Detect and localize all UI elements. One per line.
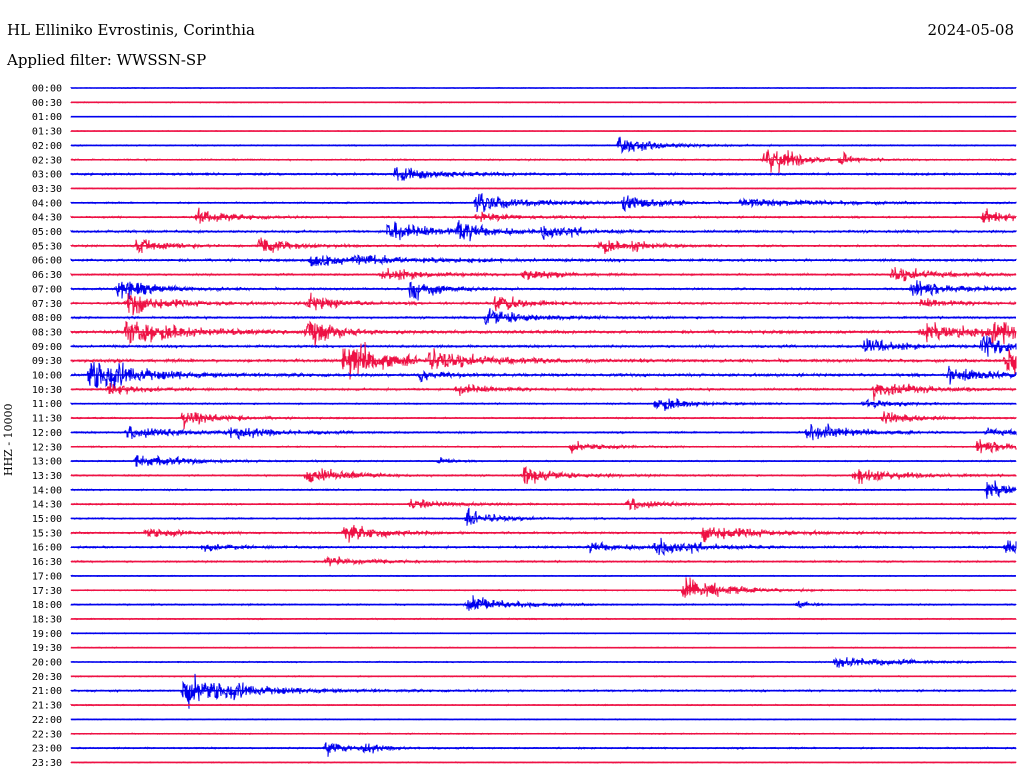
- trace-row-1730: [70, 577, 1017, 598]
- time-tick-label: 06:00: [32, 256, 62, 267]
- time-tick-label: 17:00: [32, 571, 62, 582]
- time-tick-label: 13:00: [32, 457, 62, 468]
- trace-row-1800: [70, 595, 1017, 611]
- time-tick-label: 20:30: [32, 672, 62, 683]
- time-tick-label: 16:00: [32, 543, 62, 554]
- time-tick-label: 14:30: [32, 500, 62, 511]
- time-tick-label: 19:00: [32, 629, 62, 640]
- time-tick-label: 21:00: [32, 686, 62, 697]
- time-tick-label: 07:00: [32, 284, 62, 295]
- time-tick-label: 08:30: [32, 327, 62, 338]
- trace-row-1530: [70, 524, 1017, 543]
- trace-row-0230: [70, 149, 1017, 173]
- trace-row-0800: [70, 308, 1016, 325]
- trace-row-0830: [70, 320, 1017, 347]
- time-tick-label: 21:30: [32, 701, 62, 712]
- time-tick-label: 10:00: [32, 371, 62, 382]
- time-tick-label: 03:30: [32, 184, 62, 195]
- time-tick-label: 11:30: [32, 414, 62, 425]
- time-tick-label: 12:00: [32, 428, 62, 439]
- station-title: HL Elliniko Evrostinis, Corinthia: [7, 21, 255, 39]
- trace-row-2300: [70, 742, 1017, 757]
- time-tick-label: 17:30: [32, 586, 62, 597]
- time-tick-label: 23:00: [32, 744, 62, 755]
- time-tick-label: 01:00: [32, 112, 62, 123]
- time-tick-label: 14:00: [32, 485, 62, 496]
- time-tick-label: 05:30: [32, 241, 62, 252]
- date-label: 2024-05-08: [927, 21, 1014, 39]
- time-tick-label: 09:00: [32, 342, 62, 353]
- time-tick-label: 05:00: [32, 227, 62, 238]
- time-tick-label: 02:00: [32, 141, 62, 152]
- time-tick-label: 00:30: [32, 98, 62, 109]
- filter-label: Applied filter: WWSSN-SP: [7, 51, 207, 69]
- time-tick-label: 06:30: [32, 270, 62, 281]
- trace-row-1000: [70, 362, 1017, 390]
- time-tick-label: 19:30: [32, 643, 62, 654]
- time-tick-label: 12:30: [32, 442, 62, 453]
- trace-row-1130: [70, 411, 1017, 430]
- time-tick-label: 04:30: [32, 213, 62, 224]
- time-tick-label: 01:30: [32, 127, 62, 138]
- time-tick-label: 15:00: [32, 514, 62, 525]
- trace-row-1500: [70, 507, 1017, 526]
- trace-row-0700: [70, 280, 1017, 301]
- time-tick-label: 03:00: [32, 170, 62, 181]
- time-tick-label: 00:00: [32, 84, 62, 95]
- time-tick-label: 07:30: [32, 299, 62, 310]
- time-tick-label: 10:30: [32, 385, 62, 396]
- trace-row-1030: [70, 382, 1017, 401]
- time-tick-label: 18:00: [32, 600, 62, 611]
- time-tick-label: 02:30: [32, 155, 62, 166]
- time-tick-label: 08:00: [32, 313, 62, 324]
- trace-row-0430: [70, 207, 1017, 224]
- time-tick-label: 13:30: [32, 471, 62, 482]
- time-tick-label: 11:00: [32, 399, 62, 410]
- time-tick-label: 22:30: [32, 729, 62, 740]
- time-tick-label: 20:00: [32, 658, 62, 669]
- time-tick-label: 04:00: [32, 198, 62, 209]
- trace-row-0200: [70, 136, 1017, 155]
- time-tick-label: 16:30: [32, 557, 62, 568]
- time-tick-label: 23:30: [32, 758, 62, 769]
- time-tick-label: 15:30: [32, 528, 62, 539]
- time-tick-label: 09:30: [32, 356, 62, 367]
- time-tick-label: 22:00: [32, 715, 62, 726]
- time-tick-label: 18:30: [32, 614, 62, 625]
